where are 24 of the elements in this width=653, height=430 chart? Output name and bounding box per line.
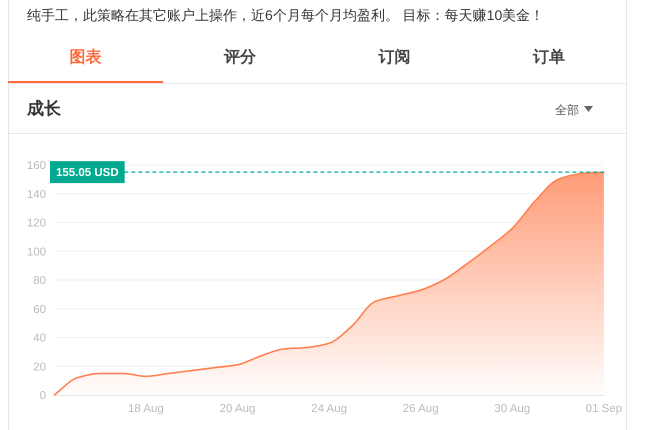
tab-label: 订阅 <box>378 49 410 66</box>
tab-label: 订单 <box>532 49 565 66</box>
tab-label: 评分 <box>224 49 256 66</box>
dropdown-label: 全部 <box>555 103 579 117</box>
description: 纯手工，此策略在其它账户上操作，近6个月每个月均盈利。 目标：每天赚10美金！ <box>27 7 544 23</box>
title: 成长 <box>27 99 61 119</box>
y-tick-label: 160 <box>26 160 46 172</box>
y-tick-label: 100 <box>26 246 46 258</box>
x-tick-label: 24 Aug <box>311 403 348 415</box>
y-tick-label: 80 <box>33 275 46 287</box>
y-tick-label: 60 <box>33 304 46 316</box>
ref-line-label: 155.05 USD <box>56 167 119 180</box>
y-tick-label: 20 <box>33 361 46 374</box>
x-tick-label: 26 Aug <box>402 403 439 415</box>
ref-label: 155.05 USD <box>50 161 125 184</box>
x-tick-label: 20 Aug <box>220 403 256 415</box>
y-tick-label: 0 <box>40 390 46 402</box>
y-tick-label: 40 <box>33 332 46 344</box>
x-tick-label: 01 Sep <box>586 403 622 415</box>
x-tick-label: 18 Aug <box>128 403 164 415</box>
y-tick-label: 140 <box>26 188 46 201</box>
y-tick-label: 120 <box>26 218 46 230</box>
x-tick-label: 30 Aug <box>494 403 530 415</box>
tab-label: 图表 <box>69 49 102 66</box>
